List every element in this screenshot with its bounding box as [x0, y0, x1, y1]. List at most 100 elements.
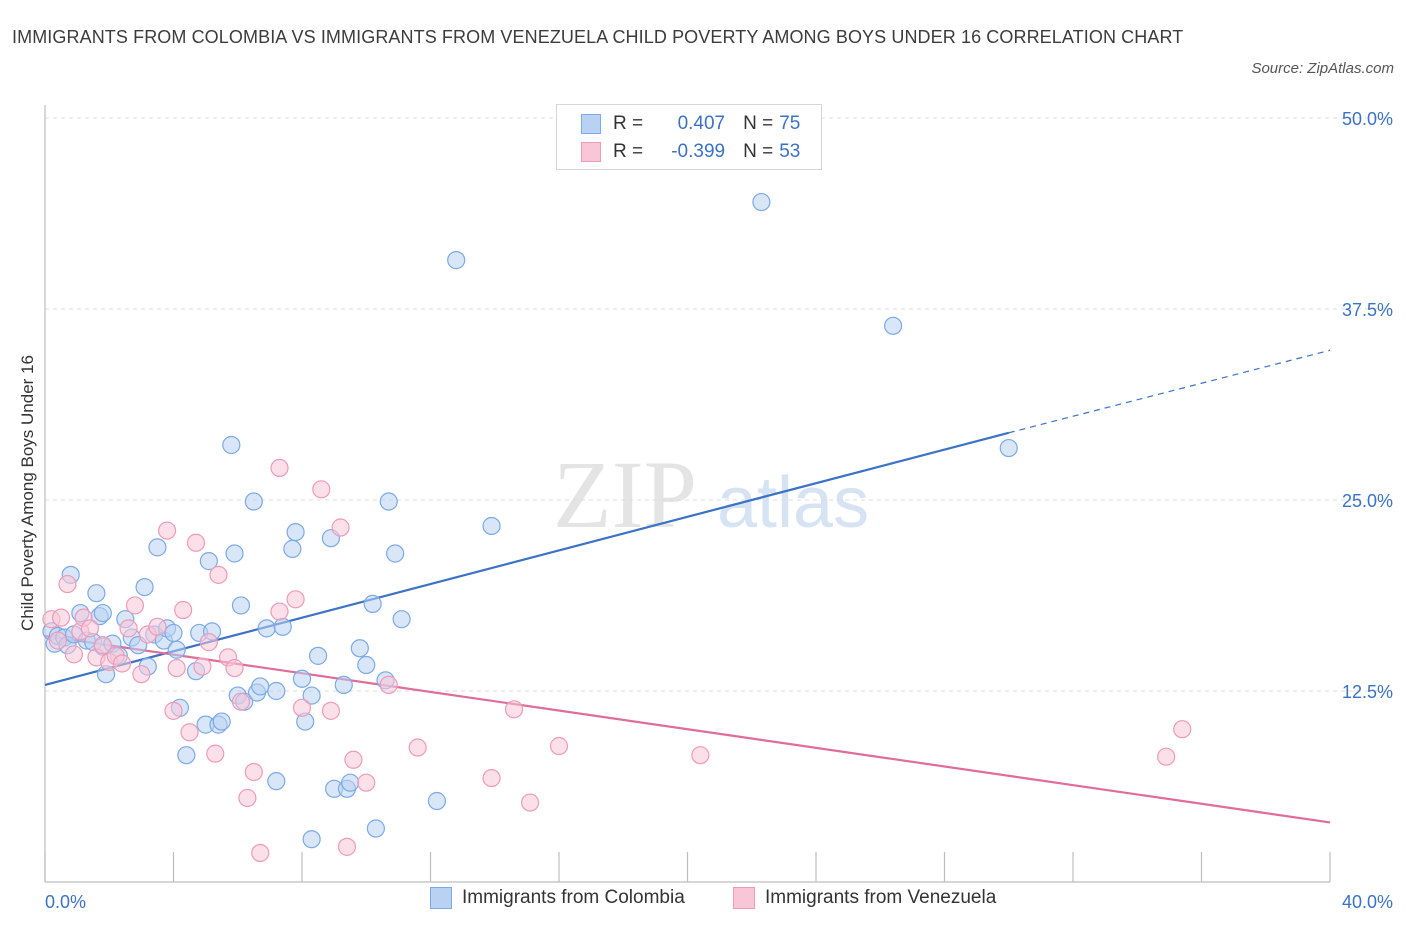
- tick-labels: 12.5% 25.0% 37.5% 50.0% 0.0% 40.0% Child Pover…: [18, 109, 1393, 912]
- point-venezuela: [157, 521, 177, 540]
- data-points: [42, 192, 1192, 863]
- point-colombia: [366, 819, 385, 838]
- point-colombia: [135, 577, 154, 597]
- point-colombia: [752, 192, 771, 212]
- legend-n-value-venezuela: 53: [779, 141, 801, 162]
- bottom-legend-colombia: Immigrants from Colombia: [430, 887, 685, 909]
- point-venezuela: [186, 533, 206, 552]
- source-label: Source: ZipAtlas.com: [1251, 60, 1394, 77]
- point-venezuela: [504, 700, 524, 719]
- point-venezuela: [270, 458, 289, 478]
- y-axis-label: Child Poverty Among Boys Under 16: [18, 355, 37, 631]
- point-colombia: [273, 617, 292, 636]
- point-colombia: [334, 675, 353, 694]
- point-colombia: [87, 584, 106, 603]
- legend-r-value-colombia: 0.407: [677, 113, 726, 134]
- y-tick-label: 25.0%: [1342, 491, 1393, 511]
- point-venezuela: [1173, 720, 1192, 739]
- legend-r-value-venezuela: -0.399: [671, 141, 726, 162]
- point-venezuela: [344, 750, 363, 769]
- bottom-legend-swatch-colombia: [430, 887, 452, 909]
- point-venezuela: [112, 654, 132, 673]
- legend-n-label: N =: [743, 141, 774, 162]
- point-colombia: [883, 316, 903, 335]
- point-colombia: [302, 830, 321, 849]
- point-venezuela: [270, 602, 289, 621]
- point-venezuela: [119, 619, 138, 638]
- legend-swatch-colombia: [581, 114, 601, 134]
- point-venezuela: [321, 701, 341, 720]
- point-venezuela: [408, 738, 427, 757]
- point-colombia: [286, 522, 305, 542]
- legend-row-venezuela: R = -0.399 N = 53: [557, 138, 800, 166]
- y-tick-label: 50.0%: [1342, 109, 1393, 129]
- point-venezuela: [209, 565, 228, 584]
- point-colombia: [257, 619, 276, 638]
- point-colombia: [482, 516, 501, 536]
- bottom-legend-venezuela: Immigrants from Venezuela: [733, 887, 996, 909]
- chart-title: IMMIGRANTS FROM COLOMBIA VS IMMIGRANTS F…: [12, 27, 1184, 47]
- point-colombia: [999, 438, 1018, 458]
- legend-swatch-venezuela: [581, 142, 601, 162]
- point-colombia: [225, 544, 244, 563]
- point-venezuela: [174, 600, 193, 620]
- point-colombia: [379, 492, 398, 511]
- point-colombia: [164, 623, 183, 643]
- trend-lines: [44, 349, 1331, 824]
- point-colombia: [302, 686, 321, 705]
- point-colombia: [350, 639, 369, 658]
- trend-line-colombia: [44, 431, 1010, 686]
- point-venezuela: [231, 692, 251, 711]
- point-colombia: [267, 772, 286, 791]
- point-venezuela: [312, 480, 331, 499]
- point-venezuela: [64, 645, 84, 664]
- point-colombia: [212, 712, 231, 731]
- point-colombia: [357, 655, 376, 675]
- bottom-legend-label-colombia: Immigrants from Colombia: [462, 887, 685, 908]
- point-venezuela: [132, 665, 151, 684]
- point-colombia: [251, 677, 270, 696]
- bottom-legend-swatch-venezuela: [733, 887, 755, 909]
- point-colombia: [341, 773, 360, 792]
- point-venezuela: [1157, 747, 1176, 766]
- point-colombia: [244, 492, 263, 511]
- point-venezuela: [251, 843, 270, 863]
- point-venezuela: [93, 636, 112, 655]
- trend-line-venezuela: [44, 634, 1331, 824]
- legend-r-label: R =: [613, 113, 644, 134]
- point-colombia: [392, 610, 411, 629]
- y-tick-label: 37.5%: [1342, 300, 1393, 320]
- point-venezuela: [80, 619, 100, 638]
- point-colombia: [222, 435, 241, 455]
- point-venezuela: [238, 788, 257, 808]
- point-venezuela: [549, 736, 569, 756]
- y-tick-label: 12.5%: [1342, 682, 1393, 702]
- point-colombia: [148, 538, 167, 557]
- point-venezuela: [51, 608, 71, 627]
- point-colombia: [386, 544, 405, 563]
- point-venezuela: [164, 701, 183, 720]
- point-colombia: [447, 251, 466, 270]
- legend-row-colombia: R = 0.407 N = 75: [557, 110, 800, 138]
- point-venezuela: [225, 658, 244, 678]
- point-venezuela: [167, 658, 186, 678]
- point-venezuela: [148, 617, 167, 636]
- point-colombia: [427, 791, 447, 811]
- point-colombia: [231, 596, 251, 615]
- watermark-zip: ZIP: [553, 441, 697, 548]
- point-venezuela: [292, 698, 312, 717]
- axes: [44, 105, 1331, 883]
- point-venezuela: [379, 675, 398, 694]
- point-colombia: [199, 552, 218, 571]
- point-venezuela: [48, 631, 67, 650]
- x-tick-label-min: 0.0%: [45, 892, 86, 912]
- point-colombia: [267, 681, 286, 701]
- point-venezuela: [206, 744, 225, 763]
- point-venezuela: [337, 837, 357, 856]
- correlation-legend: R = 0.407 N = 75 R = -0.399 N = 53: [556, 104, 822, 170]
- point-venezuela: [199, 633, 218, 652]
- point-colombia: [283, 539, 302, 558]
- point-venezuela: [180, 723, 199, 742]
- trend-line-colombia-extension: [1008, 349, 1331, 434]
- point-venezuela: [193, 657, 212, 676]
